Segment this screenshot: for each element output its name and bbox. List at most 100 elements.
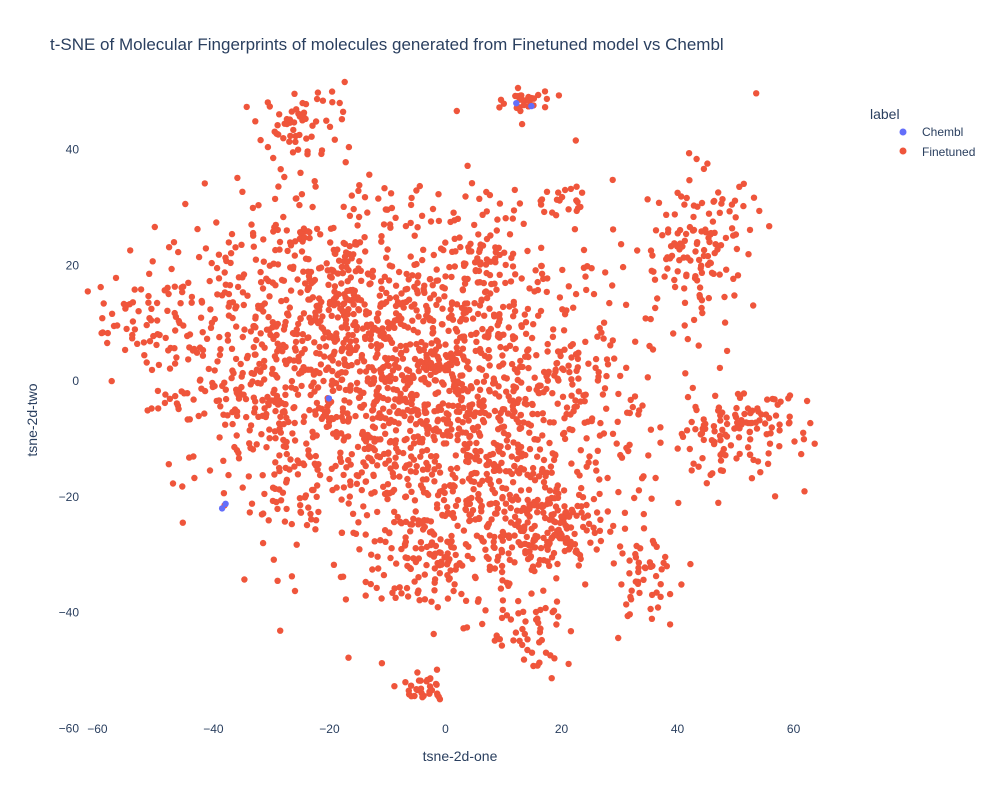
data-point-finetuned xyxy=(717,417,724,424)
data-point-finetuned xyxy=(531,477,539,484)
data-point-finetuned xyxy=(356,368,364,375)
data-point-finetuned xyxy=(719,426,726,433)
data-point-finetuned xyxy=(293,541,300,548)
data-point-finetuned xyxy=(432,550,439,557)
data-point-finetuned xyxy=(483,256,491,263)
data-point-finetuned xyxy=(398,290,405,297)
data-point-finetuned xyxy=(508,360,516,368)
data-point-finetuned xyxy=(435,296,442,303)
data-point-finetuned xyxy=(149,258,156,265)
data-point-finetuned xyxy=(276,452,283,459)
data-point-finetuned xyxy=(473,379,481,386)
data-point-finetuned xyxy=(719,409,726,416)
data-point-finetuned xyxy=(259,285,267,292)
data-point-finetuned xyxy=(201,410,208,417)
data-point-finetuned xyxy=(252,118,259,125)
data-point-finetuned xyxy=(517,487,525,494)
data-point-finetuned xyxy=(274,261,282,268)
data-point-finetuned xyxy=(460,310,467,317)
data-point-finetuned xyxy=(408,693,415,700)
data-point-finetuned xyxy=(512,271,519,278)
data-point-finetuned xyxy=(373,388,380,395)
data-point-finetuned xyxy=(537,606,544,614)
data-point-finetuned xyxy=(330,351,337,358)
data-point-finetuned xyxy=(341,360,349,367)
data-point-finetuned xyxy=(338,324,345,331)
data-point-finetuned xyxy=(247,328,255,335)
data-point-finetuned xyxy=(291,365,298,372)
data-point-finetuned xyxy=(287,456,294,463)
data-point-finetuned xyxy=(733,245,741,253)
data-point-finetuned xyxy=(380,300,388,308)
data-point-finetuned xyxy=(225,312,233,319)
data-point-finetuned xyxy=(349,331,356,339)
data-point-finetuned xyxy=(575,388,582,395)
data-point-finetuned xyxy=(551,372,558,379)
data-point-finetuned xyxy=(168,265,175,273)
data-point-finetuned xyxy=(717,457,725,464)
data-point-finetuned xyxy=(615,488,622,496)
data-point-finetuned xyxy=(530,662,537,670)
data-point-finetuned xyxy=(388,263,396,270)
data-point-finetuned xyxy=(632,578,639,585)
data-point-finetuned xyxy=(272,435,279,442)
data-point-finetuned xyxy=(500,531,508,538)
data-point-finetuned xyxy=(754,405,761,412)
legend-item-chembl[interactable]: Chembl xyxy=(899,125,964,139)
data-point-finetuned xyxy=(327,239,334,246)
data-point-finetuned xyxy=(653,589,660,596)
data-point-finetuned xyxy=(198,385,205,392)
data-point-finetuned xyxy=(473,452,480,460)
data-point-finetuned xyxy=(610,560,617,567)
data-point-finetuned xyxy=(252,315,259,322)
data-point-finetuned xyxy=(552,518,559,526)
data-point-finetuned xyxy=(381,273,388,280)
data-point-finetuned xyxy=(486,563,494,570)
data-point-finetuned xyxy=(135,308,142,315)
data-point-finetuned xyxy=(114,322,121,329)
data-point-finetuned xyxy=(525,385,533,392)
data-point-finetuned xyxy=(520,101,527,109)
data-point-finetuned xyxy=(296,495,304,502)
data-point-finetuned xyxy=(259,472,266,479)
data-point-finetuned xyxy=(433,453,440,460)
data-point-finetuned xyxy=(288,377,296,385)
data-point-finetuned xyxy=(312,517,320,524)
data-point-finetuned xyxy=(507,278,515,285)
data-point-finetuned xyxy=(698,262,705,269)
data-point-finetuned xyxy=(594,333,601,340)
data-point-finetuned xyxy=(390,403,397,410)
data-point-finetuned xyxy=(615,634,622,642)
data-point-finetuned xyxy=(686,223,694,231)
data-point-finetuned xyxy=(626,557,633,564)
data-point-finetuned xyxy=(394,409,401,417)
data-point-finetuned xyxy=(224,337,232,344)
data-point-finetuned xyxy=(449,374,457,381)
data-point-finetuned xyxy=(178,388,185,395)
data-point-finetuned xyxy=(252,256,260,263)
data-point-finetuned xyxy=(567,628,575,635)
data-point-finetuned xyxy=(392,214,399,221)
data-point-finetuned xyxy=(544,529,551,536)
data-point-finetuned xyxy=(609,176,616,184)
data-point-finetuned xyxy=(276,420,283,427)
data-point-finetuned xyxy=(449,353,456,361)
data-point-finetuned xyxy=(387,224,394,231)
data-point-finetuned xyxy=(511,559,518,566)
data-point-finetuned xyxy=(431,377,438,384)
data-point-finetuned xyxy=(712,392,719,399)
data-point-finetuned xyxy=(604,361,612,368)
data-point-finetuned xyxy=(291,463,298,470)
data-point-finetuned xyxy=(598,329,605,336)
data-point-finetuned xyxy=(201,180,208,187)
data-point-finetuned xyxy=(491,637,498,644)
data-point-finetuned xyxy=(317,317,324,325)
data-point-finetuned xyxy=(686,177,693,184)
data-point-finetuned xyxy=(277,166,284,173)
data-point-finetuned xyxy=(693,240,701,247)
data-point-finetuned xyxy=(137,286,145,293)
data-point-finetuned xyxy=(622,301,630,308)
data-point-finetuned xyxy=(744,444,752,451)
data-point-finetuned xyxy=(314,482,321,489)
legend-item-finetuned[interactable]: Finetuned xyxy=(899,145,976,159)
